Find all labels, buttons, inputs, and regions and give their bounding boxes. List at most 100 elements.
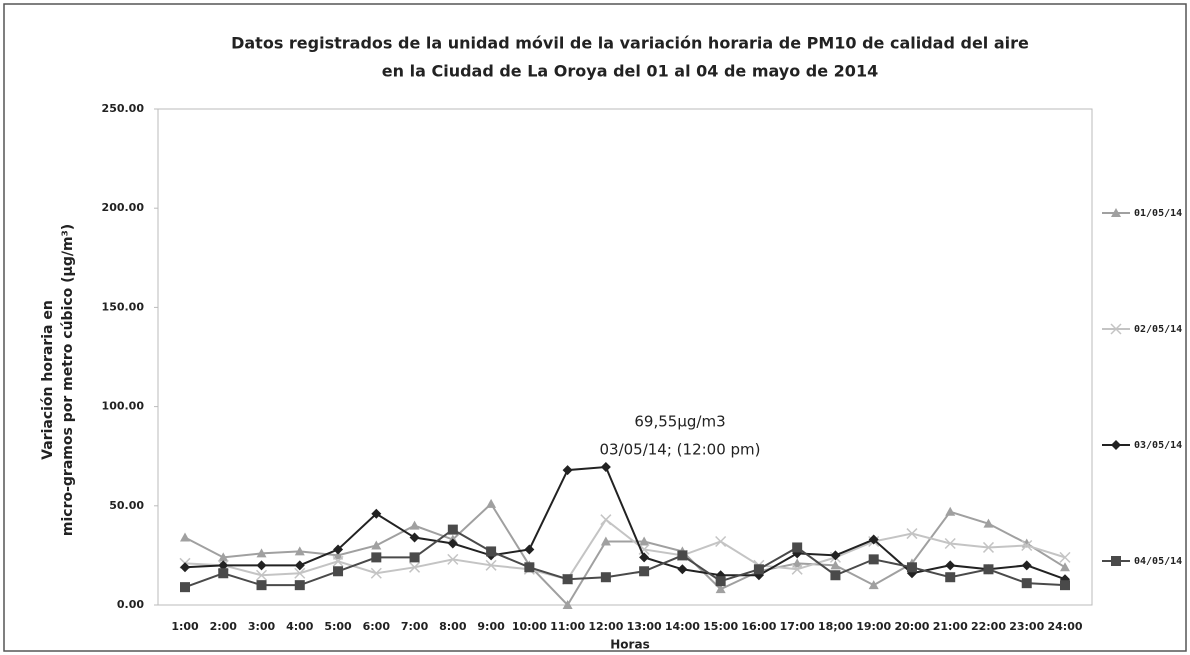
chart-border: [3, 3, 1187, 652]
series-line: [184, 465, 1066, 581]
marker: [447, 553, 459, 565]
marker: [255, 569, 268, 581]
x-tick-label: 1:00: [171, 620, 199, 633]
x-tick-label: 7:00: [401, 620, 429, 633]
marker: [868, 580, 879, 590]
y-tick-label: 0.00: [117, 598, 144, 611]
x-tick-label: 22:00: [971, 620, 1006, 633]
marker: [409, 561, 421, 573]
chart-subtitle: en la Ciudad de La Oroya del 01 al 04 de…: [382, 62, 878, 81]
marker: [677, 564, 688, 575]
marker: [983, 564, 994, 575]
marker: [371, 508, 382, 519]
marker: [600, 536, 611, 546]
x-tick-label: 12:00: [588, 620, 623, 633]
x-tick-label: 4:00: [286, 620, 314, 633]
x-tick-label: 6:00: [363, 620, 391, 633]
y-tick-label: 150.00: [102, 300, 145, 313]
marker: [830, 550, 841, 561]
x-tick-label: 17:00: [780, 620, 815, 633]
legend-marker: [1111, 440, 1121, 450]
marker: [600, 462, 611, 473]
annotation: 69,55µg/m3: [634, 413, 725, 431]
x-tick-label: 8:00: [439, 620, 467, 633]
y-tick-label: 250.00: [102, 102, 145, 115]
marker: [830, 570, 841, 581]
y-axis-label: Variación horaria en: [40, 300, 56, 460]
marker: [906, 562, 917, 573]
marker: [180, 582, 190, 593]
chart-title: Datos registrados de la unidad móvil de …: [231, 34, 1029, 53]
marker: [639, 552, 650, 563]
legend-marker: [1110, 323, 1122, 335]
marker: [715, 535, 727, 548]
marker: [294, 567, 306, 579]
marker: [600, 514, 612, 526]
marker: [983, 518, 994, 528]
annotation: 03/05/14; (12:00 pm): [599, 441, 760, 459]
marker: [906, 528, 918, 540]
marker: [791, 563, 803, 575]
marker: [715, 584, 726, 594]
legend-marker: [1111, 208, 1121, 217]
marker: [180, 532, 190, 542]
x-tick-label: 10:00: [512, 620, 547, 633]
marker: [1021, 539, 1033, 552]
x-tick-label: 15:00: [703, 620, 738, 633]
legend-label: 02/05/14: [1134, 324, 1182, 335]
marker: [218, 552, 229, 562]
marker: [639, 566, 650, 577]
marker: [1021, 560, 1032, 571]
marker: [868, 554, 879, 565]
x-tick-label: 19:00: [856, 620, 891, 633]
marker: [256, 560, 267, 571]
marker: [256, 548, 267, 558]
marker: [715, 576, 726, 587]
marker: [982, 541, 995, 553]
marker: [792, 542, 803, 553]
marker: [945, 506, 956, 516]
x-tick-label: 24:00: [1047, 620, 1082, 633]
plot-area: [157, 108, 1093, 606]
y-axis-label: micro-gramos por metro cúbico (µg/m³): [60, 224, 76, 536]
legend-marker: [1111, 556, 1121, 566]
x-tick-label: 9:00: [477, 620, 505, 633]
x-axis-label: Horas: [610, 638, 649, 652]
marker: [1021, 578, 1032, 589]
marker: [562, 465, 573, 476]
marker: [1060, 562, 1070, 572]
legend-label: 04/05/14: [1134, 556, 1182, 567]
marker: [218, 568, 229, 579]
marker: [600, 572, 611, 583]
legend-label: 03/05/14: [1134, 440, 1182, 451]
marker: [639, 536, 650, 546]
marker: [792, 558, 803, 568]
marker: [447, 524, 458, 535]
x-tick-label: 11:00: [550, 620, 585, 633]
x-tick-label: 21:00: [933, 620, 968, 633]
marker: [409, 552, 420, 563]
marker: [485, 559, 497, 571]
x-tick-label: 18;00: [818, 620, 853, 633]
marker: [486, 498, 497, 508]
marker: [562, 600, 573, 609]
marker: [486, 546, 497, 557]
series-line: [184, 502, 1066, 607]
marker: [180, 562, 190, 573]
marker: [524, 544, 535, 555]
marker: [256, 580, 267, 591]
y-tick-label: 50.00: [109, 499, 144, 512]
marker: [370, 567, 382, 579]
marker: [944, 537, 956, 550]
marker: [371, 552, 382, 563]
x-tick-label: 14:00: [665, 620, 700, 633]
marker: [753, 564, 764, 575]
y-tick-label: 200.00: [102, 201, 145, 214]
x-tick-label: 3:00: [248, 620, 276, 633]
y-tick-label: 100.00: [102, 400, 145, 413]
marker: [409, 520, 420, 530]
x-tick-label: 23:00: [1009, 620, 1044, 633]
x-tick-label: 20:00: [894, 620, 929, 633]
marker: [638, 543, 650, 555]
